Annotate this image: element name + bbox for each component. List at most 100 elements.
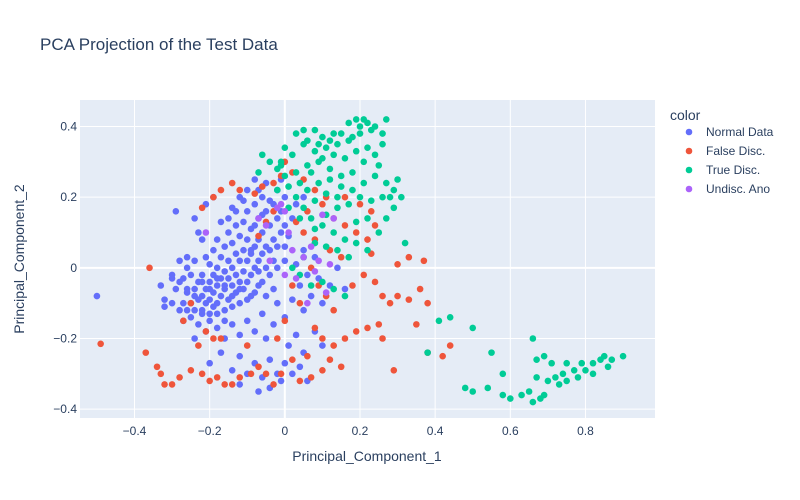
data-point[interactable] xyxy=(469,388,477,395)
data-point[interactable] xyxy=(420,257,428,265)
data-point[interactable] xyxy=(386,193,394,201)
data-point[interactable] xyxy=(379,335,386,342)
legend-label[interactable]: Normal Data xyxy=(706,125,774,139)
data-point[interactable] xyxy=(157,282,165,289)
data-point[interactable] xyxy=(153,363,161,371)
data-point[interactable] xyxy=(236,278,244,286)
data-point[interactable] xyxy=(300,246,307,254)
data-point[interactable] xyxy=(319,367,326,374)
data-point[interactable] xyxy=(375,321,383,328)
data-point[interactable] xyxy=(319,211,326,219)
data-point[interactable] xyxy=(210,193,217,201)
data-point[interactable] xyxy=(213,310,221,318)
data-point[interactable] xyxy=(258,193,266,201)
data-point[interactable] xyxy=(281,172,289,180)
data-point[interactable] xyxy=(232,208,240,215)
data-point[interactable] xyxy=(274,186,281,194)
data-point[interactable] xyxy=(236,257,244,265)
data-point[interactable] xyxy=(499,391,507,399)
data-point[interactable] xyxy=(228,282,236,289)
data-point[interactable] xyxy=(337,253,345,261)
data-point[interactable] xyxy=(345,253,353,261)
data-point[interactable] xyxy=(274,335,281,342)
data-point[interactable] xyxy=(507,395,514,402)
data-point[interactable] xyxy=(311,225,319,233)
data-point[interactable] xyxy=(198,236,206,243)
data-point[interactable] xyxy=(281,257,289,265)
data-point[interactable] xyxy=(356,130,364,137)
data-point[interactable] xyxy=(228,179,236,187)
data-point[interactable] xyxy=(307,169,315,176)
data-point[interactable] xyxy=(258,310,266,318)
data-point[interactable] xyxy=(198,204,206,212)
data-point[interactable] xyxy=(289,264,296,272)
data-point[interactable] xyxy=(266,158,274,166)
data-point[interactable] xyxy=(217,349,225,356)
data-point[interactable] xyxy=(446,342,454,349)
data-point[interactable] xyxy=(255,169,262,176)
data-point[interactable] xyxy=(251,289,259,296)
data-point[interactable] xyxy=(198,306,206,314)
data-point[interactable] xyxy=(578,359,586,367)
data-point[interactable] xyxy=(206,285,213,293)
data-point[interactable] xyxy=(281,193,289,201)
data-point[interactable] xyxy=(289,246,296,254)
data-point[interactable] xyxy=(236,299,244,307)
data-point[interactable] xyxy=(334,193,341,201)
data-point[interactable] xyxy=(326,356,334,364)
data-point[interactable] xyxy=(270,285,277,293)
data-point[interactable] xyxy=(435,317,443,325)
data-point[interactable] xyxy=(191,306,198,314)
data-point[interactable] xyxy=(255,363,262,371)
data-point[interactable] xyxy=(330,151,337,159)
data-point[interactable] xyxy=(240,197,247,204)
data-point[interactable] xyxy=(232,271,240,279)
data-point[interactable] xyxy=(255,215,262,222)
data-point[interactable] xyxy=(202,229,210,236)
data-point[interactable] xyxy=(559,370,567,378)
data-point[interactable] xyxy=(300,253,307,261)
data-point[interactable] xyxy=(206,310,213,318)
data-point[interactable] xyxy=(228,239,236,247)
data-point[interactable] xyxy=(262,370,270,378)
data-point[interactable] xyxy=(307,292,315,300)
data-point[interactable] xyxy=(285,183,292,190)
data-point[interactable] xyxy=(589,359,597,367)
data-point[interactable] xyxy=(529,335,537,342)
data-point[interactable] xyxy=(334,264,341,272)
data-point[interactable] xyxy=(570,367,578,374)
data-point[interactable] xyxy=(221,268,228,275)
data-point[interactable] xyxy=(213,324,221,332)
data-point[interactable] xyxy=(236,285,244,293)
data-point[interactable] xyxy=(352,116,360,123)
data-point[interactable] xyxy=(364,324,371,332)
data-point[interactable] xyxy=(266,197,274,204)
data-point[interactable] xyxy=(341,193,349,201)
data-point[interactable] xyxy=(270,236,277,243)
data-point[interactable] xyxy=(398,193,405,201)
data-point[interactable] xyxy=(274,264,281,272)
data-point[interactable] xyxy=(499,370,507,378)
data-point[interactable] xyxy=(352,147,360,155)
data-point[interactable] xyxy=(390,186,398,194)
data-point[interactable] xyxy=(382,179,390,187)
data-point[interactable] xyxy=(330,215,337,222)
data-point[interactable] xyxy=(367,197,375,204)
plot-area[interactable] xyxy=(80,100,655,418)
data-point[interactable] xyxy=(243,186,251,194)
data-point[interactable] xyxy=(251,200,259,208)
data-point[interactable] xyxy=(221,317,228,325)
data-point[interactable] xyxy=(386,299,394,307)
data-point[interactable] xyxy=(322,243,330,250)
data-point[interactable] xyxy=(146,264,153,272)
data-point[interactable] xyxy=(168,299,176,307)
data-point[interactable] xyxy=(206,317,213,325)
data-point[interactable] xyxy=(330,285,337,293)
data-point[interactable] xyxy=(285,229,292,236)
data-point[interactable] xyxy=(243,278,251,286)
data-point[interactable] xyxy=(243,342,251,349)
data-point[interactable] xyxy=(217,292,225,300)
data-point[interactable] xyxy=(401,239,409,247)
data-point[interactable] xyxy=(379,193,386,201)
data-point[interactable] xyxy=(187,314,195,321)
